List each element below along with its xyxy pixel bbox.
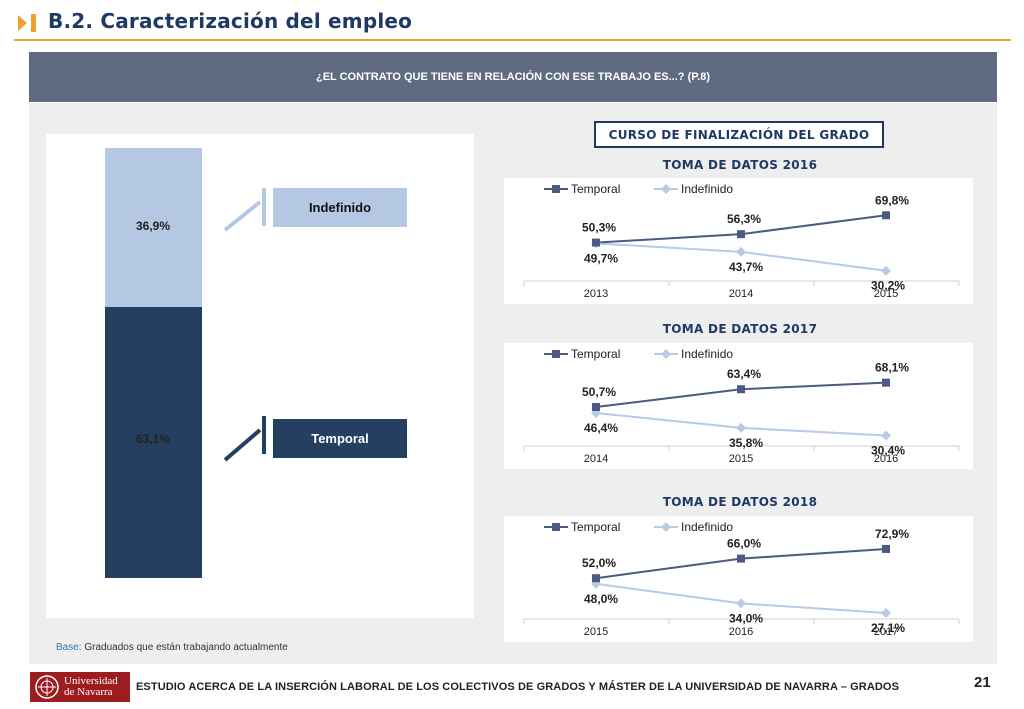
legend-temporal: Temporal	[273, 419, 407, 458]
x-tick-label: 2015	[729, 453, 753, 465]
data-label-temporal: 69,8%	[875, 193, 909, 207]
bar-segment-temporal	[105, 306, 202, 578]
point-indefinido	[736, 598, 746, 609]
legend-indefinido-label: Indefinido	[681, 347, 733, 361]
bar-label-temporal: 63,1%	[136, 432, 171, 447]
crest-icon	[35, 675, 59, 699]
legend-indefinido-marker	[661, 522, 671, 532]
point-temporal	[737, 230, 745, 239]
chart-title-2018: TOMA DE DATOS 2018	[662, 495, 818, 509]
legend-connectors	[223, 188, 266, 462]
x-tick-label: 2013	[584, 288, 608, 300]
x-tick-label: 2014	[584, 453, 608, 465]
line-chart-2018: Temporal Indefinido 2015 2016 2017 52,0% 66,0%…	[504, 516, 973, 642]
legend-temporal-marker	[552, 185, 560, 193]
x-tick-label: 2015	[874, 288, 898, 300]
data-label-temporal: 66,0%	[727, 537, 761, 551]
data-label-temporal: 68,1%	[875, 361, 909, 375]
data-label-indefinido: 43,7%	[729, 260, 763, 274]
data-label-indefinido: 30,4%	[871, 443, 905, 457]
base-note-text: Graduados que están trabajando actualmen…	[84, 642, 288, 653]
question-banner: ¿EL CONTRATO QUE TIENE EN RELACIÓN CON E…	[29, 52, 997, 102]
point-temporal	[737, 554, 745, 563]
point-temporal	[882, 544, 890, 553]
legend-temporal-marker	[552, 523, 560, 531]
data-label-temporal: 52,0%	[582, 556, 616, 570]
legend-indefinido: Indefinido	[273, 188, 407, 227]
line-chart-2017: Temporal Indefinido 2014 2015 2016 50,7% 63,4%…	[504, 343, 973, 469]
point-indefinido	[736, 246, 746, 257]
data-label-indefinido: 30,2%	[871, 279, 905, 293]
subtitle-box: CURSO DE FINALIZACIÓN DEL GRADO	[594, 121, 884, 148]
data-label-indefinido: 48,0%	[584, 592, 618, 606]
data-label-temporal: 63,4%	[727, 367, 761, 381]
point-temporal	[592, 403, 600, 412]
data-label-indefinido: 27,1%	[871, 621, 905, 635]
data-label-indefinido: 35,8%	[729, 436, 763, 450]
point-indefinido	[881, 430, 891, 441]
data-label-indefinido: 49,7%	[584, 251, 618, 265]
x-tick-label: 2016	[874, 453, 898, 465]
legend-indefinido-marker	[661, 349, 671, 359]
data-label-temporal: 50,3%	[582, 221, 616, 235]
data-label-temporal: 50,7%	[582, 385, 616, 399]
point-indefinido	[881, 608, 891, 619]
point-temporal	[592, 238, 600, 247]
base-note: Base: Graduados que están trabajando act…	[56, 642, 288, 653]
point-indefinido	[881, 265, 891, 276]
line-chart-2016: Temporal Indefinido 2013 2014 2015 50,3% 56,3%…	[504, 178, 973, 304]
bar-label-indefinido: 36,9%	[136, 219, 171, 234]
point-indefinido	[591, 578, 601, 589]
series-line-temporal	[595, 547, 887, 580]
chart-title-2016: TOMA DE DATOS 2016	[662, 158, 818, 172]
bar-segment-indefinido	[105, 148, 202, 307]
title-divider	[14, 39, 1011, 41]
point-temporal	[882, 211, 890, 220]
point-indefinido	[736, 422, 746, 433]
chevron-bar-icon	[18, 14, 36, 32]
point-temporal	[737, 385, 745, 394]
legend-temporal-label: Temporal	[571, 347, 620, 361]
legend-indefinido-marker	[661, 184, 671, 194]
legend-temporal-marker	[552, 350, 560, 358]
page-number: 21	[974, 674, 991, 691]
legend-temporal-label: Temporal	[571, 520, 620, 534]
legend-indefinido-label: Indefinido	[681, 520, 733, 534]
x-tick-label: 2017	[874, 626, 898, 638]
data-label-indefinido: 46,4%	[584, 421, 618, 435]
logo-line-1: Universidad	[64, 675, 118, 687]
chart-title-2017: TOMA DE DATOS 2017	[662, 322, 818, 336]
logo-line-2: de Navarra	[64, 686, 113, 698]
data-label-indefinido: 34,0%	[729, 611, 763, 625]
page-title: B.2. Caracterización del empleo	[48, 9, 413, 33]
university-logo: Universidad de Navarra	[30, 672, 130, 702]
footer-text: ESTUDIO ACERCA DE LA INSERCIÓN LABORAL D…	[136, 681, 900, 693]
x-tick-label: 2015	[584, 626, 608, 638]
legend-temporal-label: Temporal	[571, 182, 620, 196]
base-note-label: Base:	[56, 642, 82, 653]
x-tick-label: 2014	[729, 288, 753, 300]
legend-indefinido-label: Indefinido	[681, 182, 733, 196]
point-temporal	[592, 574, 600, 583]
data-label-temporal: 72,9%	[875, 527, 909, 541]
data-label-temporal: 56,3%	[727, 212, 761, 226]
point-temporal	[882, 378, 890, 387]
x-tick-label: 2016	[729, 626, 753, 638]
